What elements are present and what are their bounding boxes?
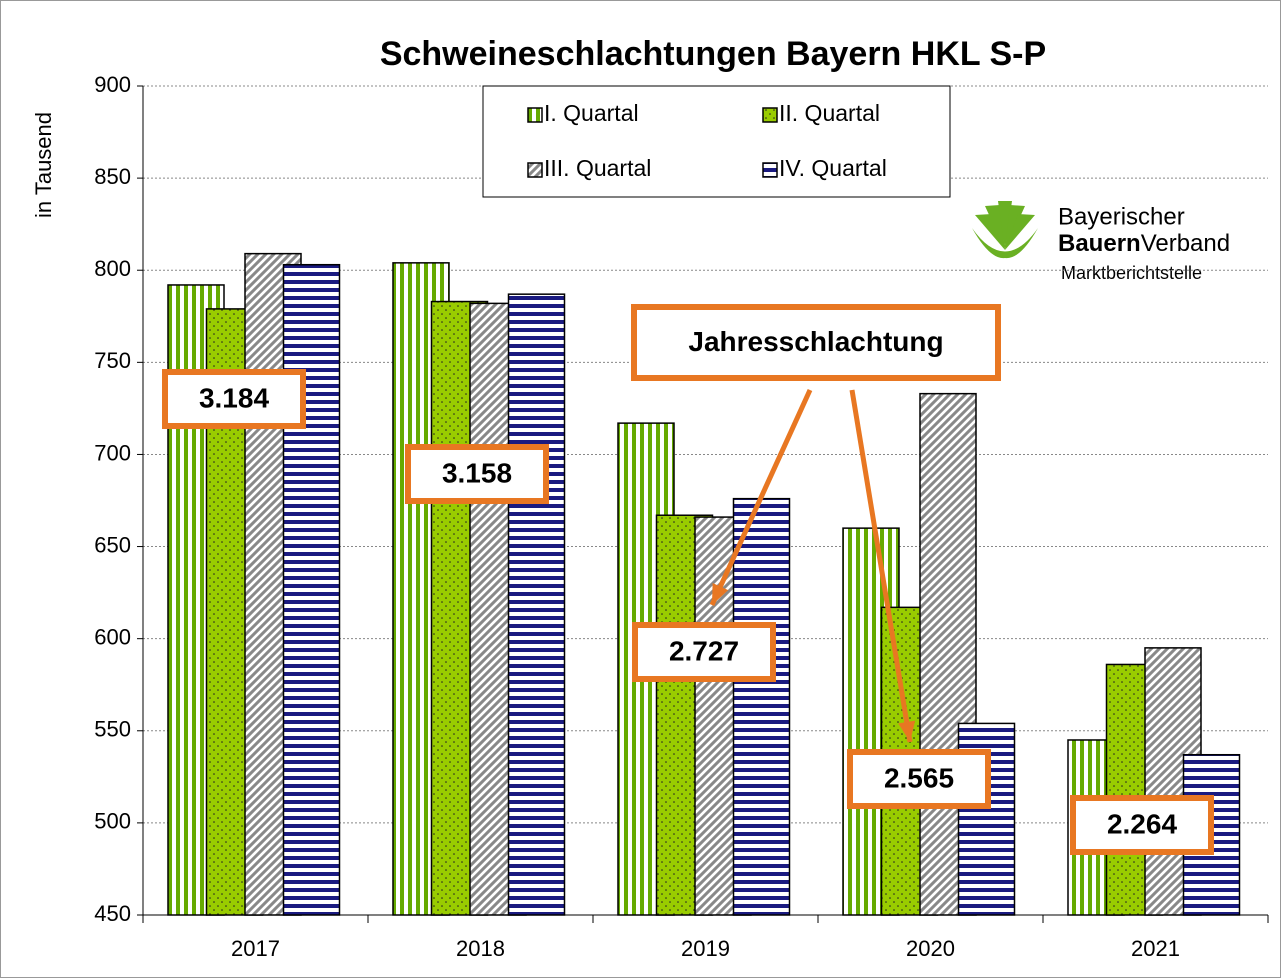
x-tick-label: 2021 — [1131, 936, 1180, 961]
y-tick-label: 650 — [94, 532, 131, 557]
y-tick-label: 450 — [94, 901, 131, 926]
legend-swatch — [762, 107, 778, 123]
annual-total: 2.264 — [1107, 808, 1177, 839]
x-tick-label: 2017 — [231, 936, 280, 961]
logo-line2b: Verband — [1141, 230, 1230, 257]
x-tick-label: 2018 — [456, 936, 505, 961]
annual-total: 2.565 — [884, 762, 954, 793]
legend-swatch — [527, 107, 543, 123]
annotation: Jahresschlachtung — [688, 326, 943, 357]
y-tick-label: 550 — [94, 717, 131, 742]
y-tick-label: 500 — [94, 809, 131, 834]
legend-label: IV. Quartal — [779, 155, 887, 181]
y-axis-label: in Tausend — [31, 112, 56, 218]
logo: Bayerischer BauernVerband Marktberichtst… — [972, 201, 1230, 283]
annotation-box — [631, 304, 1001, 381]
logo-line2: BauernVerband — [1058, 230, 1230, 257]
logo-icon — [972, 201, 1038, 259]
y-tick-label: 800 — [94, 256, 131, 281]
annual-total: 3.158 — [442, 457, 512, 488]
x-tick-label: 2020 — [906, 936, 955, 961]
legend-label: III. Quartal — [544, 155, 651, 181]
x-tick-label: 2019 — [681, 936, 730, 961]
legend-swatch — [527, 162, 543, 178]
logo-line3: Marktberichtstelle — [1061, 263, 1202, 283]
chart-title: Schweineschlachtungen Bayern HKL S-P — [380, 35, 1046, 73]
legend-swatch — [762, 162, 778, 178]
bar — [732, 497, 791, 916]
annual-total-box — [1070, 795, 1214, 855]
annual-total: 3.184 — [199, 382, 269, 413]
annual-total-box — [405, 444, 549, 504]
y-tick-label: 600 — [94, 624, 131, 649]
arrow-head — [712, 583, 729, 605]
y-tick-label: 900 — [94, 72, 131, 97]
y-tick-label: 850 — [94, 164, 131, 189]
annual-total: 2.727 — [669, 635, 739, 666]
y-tick-label: 700 — [94, 440, 131, 465]
arrow — [709, 388, 813, 607]
legend-label: II. Quartal — [779, 100, 880, 126]
bar — [507, 293, 566, 916]
logo-line2a: Bauern — [1058, 230, 1141, 257]
annual-total-box — [847, 749, 991, 809]
legend-label: I. Quartal — [544, 100, 639, 126]
legend-box — [482, 85, 951, 198]
annual-total-box — [632, 622, 776, 682]
y-tick-label: 750 — [94, 348, 131, 373]
bar — [282, 263, 341, 916]
arrow — [849, 389, 913, 743]
annual-total-box — [162, 369, 306, 429]
logo-line1: Bayerischer — [1058, 203, 1185, 230]
arrow-head — [898, 720, 916, 742]
